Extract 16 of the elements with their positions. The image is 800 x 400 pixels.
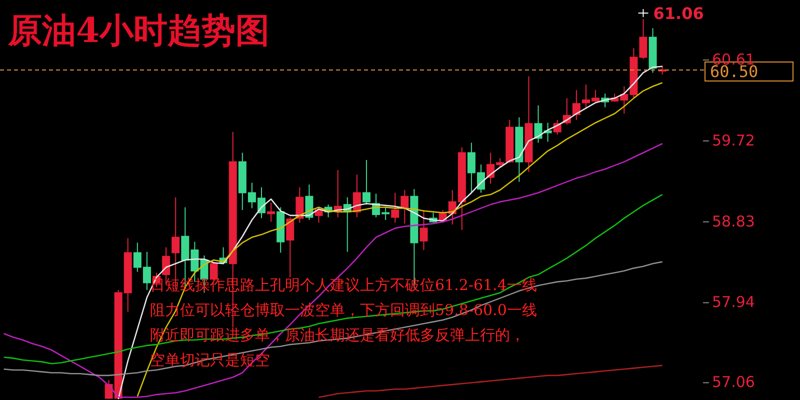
annotation: 61.06 <box>653 4 704 24</box>
line-series <box>318 364 663 398</box>
candlestick <box>420 210 428 250</box>
y-tick-label: 57.94 <box>712 293 755 312</box>
y-tick-label: 58.83 <box>712 212 755 230</box>
y-tick-label: 59.72 <box>712 131 755 150</box>
line-series <box>3 142 663 398</box>
candlestick <box>362 160 370 206</box>
candlestick <box>286 216 294 278</box>
y-tick-label: 57.06 <box>712 373 755 392</box>
candlestick <box>391 192 400 224</box>
candlestick <box>572 90 580 120</box>
candlestick <box>267 202 276 222</box>
candlestick <box>400 190 409 224</box>
line-series <box>3 261 663 376</box>
chart-title: 原油4小时趋势图 <box>7 11 270 51</box>
